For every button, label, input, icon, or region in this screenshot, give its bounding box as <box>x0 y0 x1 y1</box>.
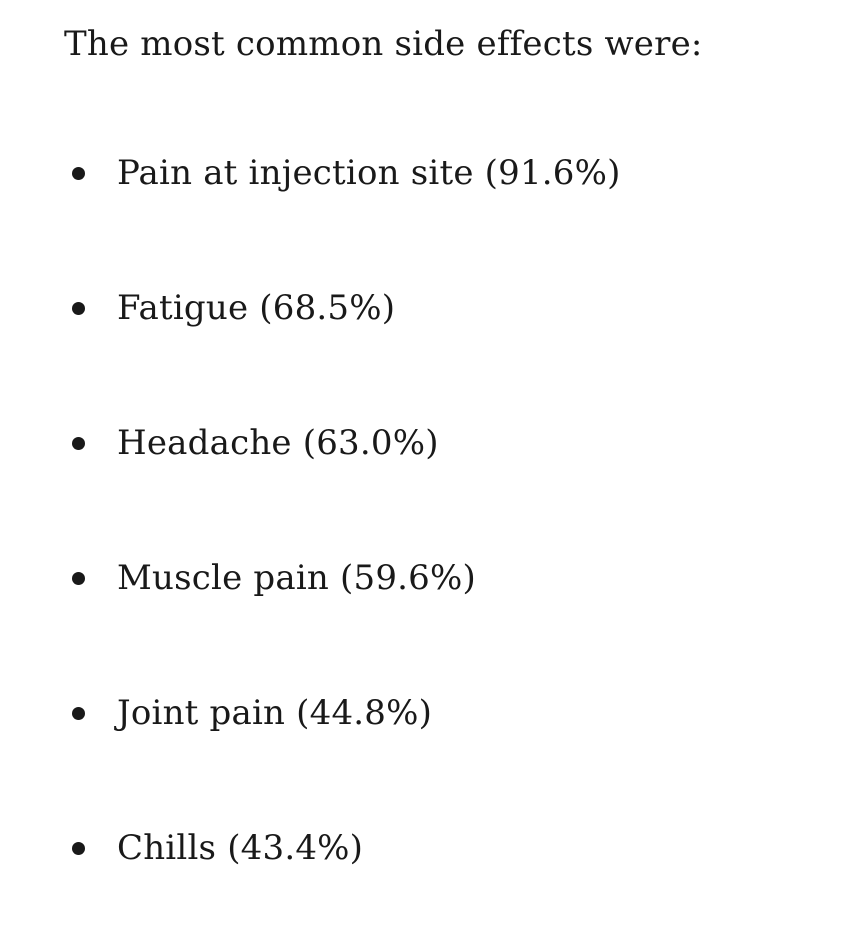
list-item-label: Joint pain (44.8%) <box>117 693 433 733</box>
list-item: Headache (63.0%) <box>64 423 828 463</box>
bullet-icon <box>72 167 85 180</box>
list-item: Muscle pain (59.6%) <box>64 558 828 598</box>
document: The most common side effects were: Pain … <box>64 24 828 868</box>
bullet-icon <box>72 707 85 720</box>
bullet-icon <box>72 572 85 585</box>
list-item: Chills (43.4%) <box>64 828 828 868</box>
list-item-label: Fatigue (68.5%) <box>117 288 396 328</box>
intro-text: The most common side effects were: <box>64 24 703 64</box>
list-item-label: Pain at injection site (91.6%) <box>117 153 621 193</box>
list-item: Joint pain (44.8%) <box>64 693 828 733</box>
list-item: Pain at injection site (91.6%) <box>64 153 828 193</box>
side-effects-list: Pain at injection site (91.6%) Fatigue (… <box>64 153 828 868</box>
bullet-icon <box>72 842 85 855</box>
list-item: Fatigue (68.5%) <box>64 288 828 328</box>
list-item-label: Chills (43.4%) <box>117 828 364 868</box>
bullet-icon <box>72 437 85 450</box>
list-item-label: Muscle pain (59.6%) <box>117 558 476 598</box>
bullet-icon <box>72 302 85 315</box>
list-item-label: Headache (63.0%) <box>117 423 439 463</box>
